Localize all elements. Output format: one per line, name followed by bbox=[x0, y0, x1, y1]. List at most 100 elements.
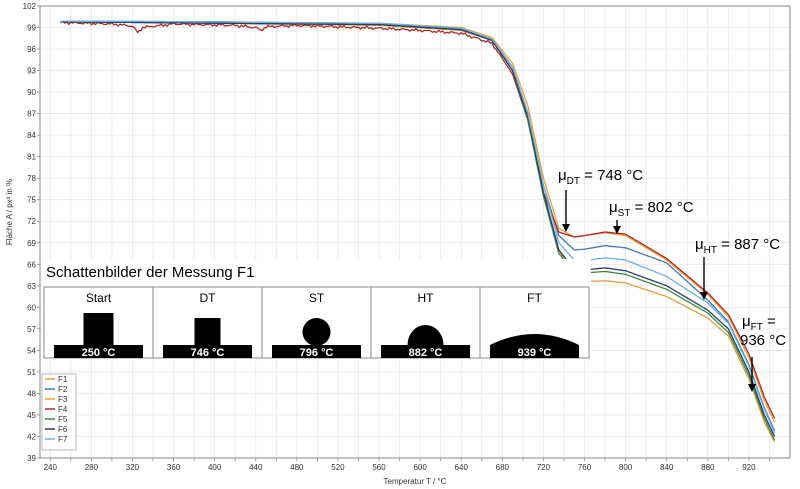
legend-entry-f2: F2 bbox=[58, 385, 68, 394]
annotation-dt: μDT = 748 °C bbox=[558, 167, 643, 232]
substrate bbox=[163, 345, 252, 358]
x-axis-label: Temperatur T / °C bbox=[384, 477, 447, 486]
y-tick-label: 69 bbox=[27, 239, 36, 248]
substrate bbox=[490, 345, 579, 358]
x-tick-label: 320 bbox=[126, 463, 140, 472]
series-line-f6 bbox=[60, 21, 776, 437]
series-line-f4 bbox=[60, 20, 776, 419]
y-tick-label: 57 bbox=[27, 325, 36, 334]
legend-entry-f5: F5 bbox=[58, 415, 68, 424]
specimen-shape bbox=[407, 325, 444, 345]
y-tick-label: 66 bbox=[27, 260, 36, 269]
y-tick-label: 87 bbox=[27, 110, 36, 119]
shadow-frame-ht: HT 882 °C bbox=[370, 286, 481, 359]
shadow-frame-st: ST 796 °C bbox=[261, 286, 372, 359]
x-tick-label: 680 bbox=[496, 463, 510, 472]
grid-lines bbox=[40, 5, 790, 459]
specimen-shape bbox=[83, 313, 114, 345]
legend-entry-f7: F7 bbox=[58, 435, 68, 444]
series-line-f2 bbox=[60, 20, 776, 431]
y-tick-label: 75 bbox=[27, 196, 36, 205]
specimen-shape bbox=[302, 318, 331, 346]
x-tick-label: 720 bbox=[537, 463, 551, 472]
x-tick-label: 560 bbox=[372, 463, 386, 472]
x-tick-label: 400 bbox=[208, 463, 222, 472]
y-tick-label: 60 bbox=[27, 303, 36, 312]
x-tick-label: 920 bbox=[742, 463, 756, 472]
frame-temperature: 882 °C bbox=[409, 347, 443, 359]
y-tick-label: 72 bbox=[27, 217, 36, 226]
plot-area-border bbox=[39, 5, 791, 459]
annotation-label: μHT = 887 °C bbox=[695, 236, 780, 256]
y-tick-label: 51 bbox=[27, 368, 36, 377]
series-layer bbox=[60, 20, 776, 443]
y-tick-label: 42 bbox=[27, 432, 36, 441]
frame-temperature: 939 °C bbox=[518, 347, 552, 359]
legend-entry-f4: F4 bbox=[58, 405, 68, 414]
frame-label: ST bbox=[309, 291, 325, 305]
series-line-f1 bbox=[60, 21, 776, 443]
y-tick-label: 90 bbox=[27, 88, 36, 97]
frame-label: FT bbox=[527, 291, 542, 305]
inset-title: Schattenbilder der Messung F1 bbox=[46, 264, 254, 281]
specimen-shape bbox=[490, 334, 579, 345]
x-tick-label: 760 bbox=[578, 463, 592, 472]
y-tick-label: 99 bbox=[27, 24, 36, 33]
y-tick-label: 45 bbox=[27, 411, 36, 420]
frame-label: HT bbox=[418, 291, 435, 305]
y-tick-label: 81 bbox=[27, 153, 36, 162]
annotation-label: μST = 802 °C bbox=[609, 199, 694, 219]
frame-label: DT bbox=[200, 291, 217, 305]
annotation-label: μDT = 748 °C bbox=[558, 167, 643, 187]
shadow-frame-ft: FT 939 °C bbox=[479, 286, 590, 359]
annotation-st: μST = 802 °C bbox=[609, 199, 694, 234]
x-tick-label: 240 bbox=[44, 463, 58, 472]
x-tick-label: 360 bbox=[167, 463, 181, 472]
y-axis-label: Fläche A / px² in % bbox=[5, 179, 14, 245]
substrate bbox=[54, 345, 143, 358]
y-tick-label: 54 bbox=[27, 346, 36, 355]
legend-entry-f6: F6 bbox=[58, 425, 68, 434]
inset-shadow-images: Schattenbilder der Messung F1 Start 250 °C… bbox=[42, 259, 591, 360]
annotation-arrow-head bbox=[613, 226, 621, 234]
y-tick-label: 102 bbox=[23, 2, 37, 11]
annotation-ht: μHT = 887 °C bbox=[695, 236, 780, 300]
y-tick-label: 48 bbox=[27, 389, 36, 398]
y-tick-label: 96 bbox=[27, 45, 36, 54]
frame-temperature: 746 °C bbox=[191, 347, 225, 359]
annotation-arrow-head bbox=[562, 224, 570, 232]
y-tick-label: 39 bbox=[27, 454, 36, 463]
annotation-label: μFT = bbox=[742, 313, 776, 333]
x-tick-label: 800 bbox=[619, 463, 633, 472]
x-tick-label: 840 bbox=[660, 463, 674, 472]
x-axis-ticks: 240 280 320 360 400 440 480 520 560 600 640 680 720 7… bbox=[44, 458, 770, 472]
specimen-shape bbox=[194, 318, 221, 345]
annotation-ft: μFT =936 °C bbox=[740, 313, 786, 392]
frame-temperature: 796 °C bbox=[300, 347, 334, 359]
x-tick-label: 520 bbox=[331, 463, 345, 472]
annotation-arrow-head bbox=[748, 384, 756, 392]
series-line-f3 bbox=[60, 21, 776, 423]
series-line-f5 bbox=[60, 21, 776, 441]
legend-box bbox=[41, 373, 77, 451]
x-tick-label: 880 bbox=[701, 463, 715, 472]
series-line-f7 bbox=[60, 20, 776, 434]
y-tick-label: 93 bbox=[27, 67, 36, 76]
y-tick-label: 63 bbox=[27, 282, 36, 291]
y-axis-ticks: 39 42 45 48 51 54 57 60 63 66 69 72 75 78 81 84 87 90 93 96… bbox=[23, 2, 40, 463]
legend-entry-f1: F1 bbox=[58, 375, 68, 384]
x-tick-label: 440 bbox=[249, 463, 263, 472]
y-tick-label: 78 bbox=[27, 174, 36, 183]
x-tick-label: 600 bbox=[413, 463, 427, 472]
substrate bbox=[381, 345, 470, 358]
x-tick-label: 640 bbox=[455, 463, 469, 472]
legend-entry-f3: F3 bbox=[58, 395, 68, 404]
annotation-label-line2: 936 °C bbox=[740, 332, 786, 349]
annotation-arrow-head bbox=[700, 292, 708, 300]
substrate bbox=[272, 345, 361, 358]
y-tick-label: 84 bbox=[27, 131, 36, 140]
x-tick-label: 280 bbox=[85, 463, 99, 472]
